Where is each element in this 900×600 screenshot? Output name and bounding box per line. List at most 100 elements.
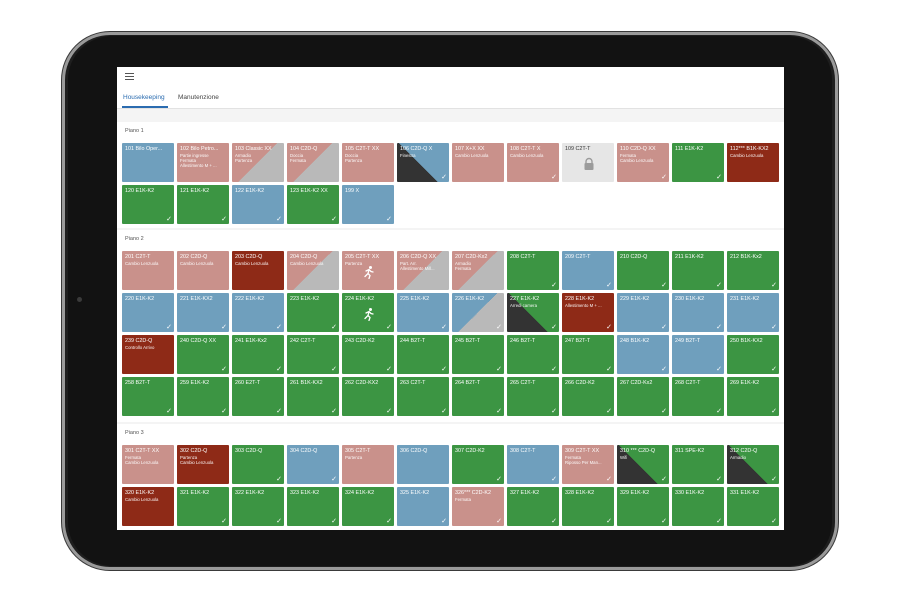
room-tile[interactable]: 227 E1K-K2 Arredi camera ✓	[507, 293, 559, 332]
room-tile[interactable]: 246 B2T-T ✓	[507, 335, 559, 374]
room-tile[interactable]: 321 E1K-K2 ✓	[177, 487, 229, 526]
room-tile[interactable]: 323 E1K-K2 ✓	[287, 487, 339, 526]
room-tile[interactable]: 312 C2D-Q Armadio ✓	[727, 445, 779, 484]
room-name: 245 B2T-T	[455, 338, 481, 344]
checkmark-icon: ✓	[771, 324, 777, 331]
room-tile[interactable]: 242 C2T-T ✓	[287, 335, 339, 374]
room-tile[interactable]: 212 B1K-Kx2 ✓	[727, 251, 779, 290]
room-name: 330 E1K-K2	[675, 490, 705, 496]
room-tile[interactable]: 240 C2D-Q XX ✓	[177, 335, 229, 374]
room-tile[interactable]: 330 E1K-K2 ✓	[672, 487, 724, 526]
room-tile[interactable]: 203 C2D-Q Cambio Lenzuola	[232, 251, 284, 290]
room-tile[interactable]: 210 C2D-Q ✓	[617, 251, 669, 290]
room-tile[interactable]: 249 B2T-T ✓	[672, 335, 724, 374]
checkmark-icon: ✓	[221, 408, 227, 415]
room-tile[interactable]: 224 E1K-K2 ✓	[342, 293, 394, 332]
room-name: 241 E1K-Kx2	[235, 338, 267, 344]
room-tile[interactable]: 304 C2D-Q ✓	[287, 445, 339, 484]
room-tile[interactable]: 268 C2T-T ✓	[672, 377, 724, 416]
room-tile[interactable]: 260 E2T-T ✓	[232, 377, 284, 416]
room-tile[interactable]: 262 C2D-KX2 ✓	[342, 377, 394, 416]
room-tile[interactable]: 205 C2T-T XX Partenza	[342, 251, 394, 290]
room-tile[interactable]: 322 E1K-K2 ✓	[232, 487, 284, 526]
room-tile[interactable]: 228 E1K-K2 Allestimento M + ... ✓	[562, 293, 614, 332]
room-tile[interactable]: 204 C2D-Q Cambio Lenzuola	[287, 251, 339, 290]
room-tile[interactable]: 220 E1K-K2 ✓	[122, 293, 174, 332]
room-tile[interactable]: 267 C2D-Kx2 ✓	[617, 377, 669, 416]
room-tile[interactable]: 248 B1K-K2 ✓	[617, 335, 669, 374]
room-tile[interactable]: 120 E1K-K2 ✓	[122, 185, 174, 224]
room-tile[interactable]: 101 Bilo Oper...	[122, 143, 174, 182]
room-tile[interactable]: 303 C2D-Q ✓	[232, 445, 284, 484]
room-tile[interactable]: 226 E1K-K2 ✓	[452, 293, 504, 332]
room-tile[interactable]: 122 E1K-K2 ✓	[232, 185, 284, 224]
room-tile[interactable]: 123 E1K-K2 XX ✓	[287, 185, 339, 224]
hamburger-menu-icon[interactable]	[125, 73, 134, 81]
room-tile[interactable]: 331 E1K-K2 ✓	[727, 487, 779, 526]
room-tile[interactable]: 328 E1K-K2 ✓	[562, 487, 614, 526]
room-tile[interactable]: 104 C2D-Q Doccia Fermata	[287, 143, 339, 182]
room-tile[interactable]: 107 X+X XX Cambio Lenzuola	[452, 143, 504, 182]
room-tile[interactable]: 309 C2T-T XX Fermata Riposso Per Man... ✓	[562, 445, 614, 484]
room-tile[interactable]: 225 E1K-K2 ✓	[397, 293, 449, 332]
room-tile[interactable]: 310 *** C2D-Q Wifi ✓	[617, 445, 669, 484]
room-tile[interactable]: 211 E1K-K2 ✓	[672, 251, 724, 290]
room-name: 308 C2T-T	[510, 448, 536, 454]
room-tile[interactable]: 102 Bilo Petro... Partie ingresse Fermata…	[177, 143, 229, 182]
room-tile[interactable]: 202 C2D-Q Cambio Lenzuola	[177, 251, 229, 290]
room-tile[interactable]: 320 E1K-K2 Cambio Lenzuola	[122, 487, 174, 526]
room-tile[interactable]: 208 C2T-T ✓	[507, 251, 559, 290]
room-tile[interactable]: 245 B2T-T ✓	[452, 335, 504, 374]
room-tile[interactable]: 307 C2D-K2 ✓	[452, 445, 504, 484]
room-tile[interactable]: 222 E1K-K2 ✓	[232, 293, 284, 332]
room-tile[interactable]: 329 E1K-K2 ✓	[617, 487, 669, 526]
room-tile[interactable]: 209 C2T-T ✓	[562, 251, 614, 290]
room-tile[interactable]: 229 E1K-K2 ✓	[617, 293, 669, 332]
checkmark-icon: ✓	[331, 216, 337, 223]
room-tile[interactable]: 269 E1K-K2 ✓	[727, 377, 779, 416]
room-tile[interactable]: 325 E1K-K2 ✓	[397, 487, 449, 526]
room-tile[interactable]: 199 X ✓	[342, 185, 394, 224]
room-tile[interactable]: 241 E1K-Kx2 ✓	[232, 335, 284, 374]
room-tile[interactable]: 250 B1K-KX2 ✓	[727, 335, 779, 374]
room-tile[interactable]: 243 C2D-K2 ✓	[342, 335, 394, 374]
room-tile[interactable]: 221 E1K-KX2 ✓	[177, 293, 229, 332]
room-tile[interactable]: 265 C2T-T ✓	[507, 377, 559, 416]
room-tile[interactable]: 311 SPE-K2 ✓	[672, 445, 724, 484]
room-tile[interactable]: 244 B2T-T ✓	[397, 335, 449, 374]
room-tile[interactable]: 111 E1K-K2 ✓	[672, 143, 724, 182]
room-tile[interactable]: 306 C2D-Q	[397, 445, 449, 484]
room-tile[interactable]: 263 C2T-T ✓	[397, 377, 449, 416]
room-tile[interactable]: 223 E1K-K2 ✓	[287, 293, 339, 332]
room-tile[interactable]: 201 C2T-T Cambio Lenzuola	[122, 251, 174, 290]
room-tile[interactable]: 327 E1K-K2 ✓	[507, 487, 559, 526]
room-tile[interactable]: 103 Classic XX Armadio Partenza	[232, 143, 284, 182]
tab-housekeeping[interactable]: Housekeeping	[123, 94, 165, 101]
room-tile[interactable]: 258 B2T-T ✓	[122, 377, 174, 416]
room-tile[interactable]: 266 C2D-K2 ✓	[562, 377, 614, 416]
room-tile[interactable]: 259 E1K-K2 ✓	[177, 377, 229, 416]
room-tile[interactable]: 206 C2D-Q XX Part. Arr. Allestimento Mill…	[397, 251, 449, 290]
room-tile[interactable]: 326*** C2D-K2 Fermata ✓	[452, 487, 504, 526]
room-tile[interactable]: 106 C2D-Q X Finestra ✓	[397, 143, 449, 182]
room-tile[interactable]: 239 C2D-Q Controllo Arrivo	[122, 335, 174, 374]
room-tile[interactable]: 105 C2T-T XX Doccia Partenza	[342, 143, 394, 182]
room-tile[interactable]: 207 C2D-Kx2 Armadio Fermata	[452, 251, 504, 290]
room-tile[interactable]: 231 E1K-K2 ✓	[727, 293, 779, 332]
room-tile[interactable]: 264 B2T-T ✓	[452, 377, 504, 416]
room-tile[interactable]: 121 E1K-K2 ✓	[177, 185, 229, 224]
room-tile[interactable]: 308 C2T-T ✓	[507, 445, 559, 484]
room-tile[interactable]: 247 B2T-T ✓	[562, 335, 614, 374]
room-tile[interactable]: 305 C2T-T Partenza	[342, 445, 394, 484]
room-tile[interactable]: 324 E1K-K2 ✓	[342, 487, 394, 526]
room-tile[interactable]: 230 E1K-K2 ✓	[672, 293, 724, 332]
room-tile[interactable]: 261 B1K-KX2 ✓	[287, 377, 339, 416]
room-name: 310 *** C2D-Q	[620, 448, 656, 454]
room-tile[interactable]: 110 C2D-Q XX Fermata Cambio Lenzuola ✓	[617, 143, 669, 182]
room-tile[interactable]: 109 C2T-T	[562, 143, 614, 182]
tab-manutenzione[interactable]: Manutenzione	[178, 94, 219, 101]
room-tile[interactable]: 302 C2D-Q Partenza Cambio Lenzuola	[177, 445, 229, 484]
room-tile[interactable]: 108 C2T-T X Cambio Lenzuola ✓	[507, 143, 559, 182]
room-tile[interactable]: 301 C2T-T XX Fermata Cambio Lenzuola	[122, 445, 174, 484]
room-tile[interactable]: 112*** B1K-KX2 Cambio Lenzuola	[727, 143, 779, 182]
